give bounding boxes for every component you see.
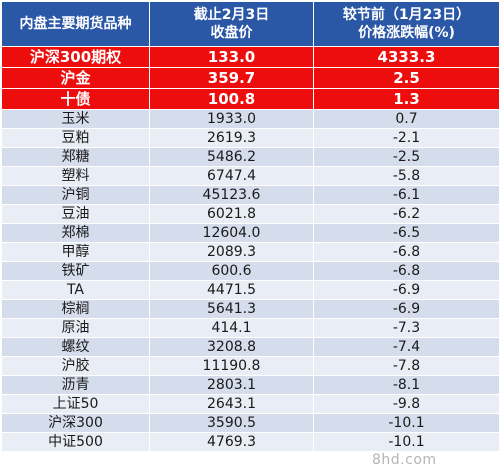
table-row: 沪胶 11190.8 -7.8 <box>1 356 500 376</box>
cell-change: 4333.3 <box>313 46 500 68</box>
cell-change: -5.8 <box>313 166 500 186</box>
cell-name: 郑糖 <box>1 147 150 167</box>
cell-name: 郑棉 <box>1 223 150 243</box>
highlight-row: 十债 100.8 1.3 <box>1 88 500 110</box>
cell-price: 3208.8 <box>149 337 314 357</box>
table-row: 沥青 2803.1 -8.1 <box>1 375 500 395</box>
cell-change: -9.8 <box>313 394 500 414</box>
cell-change: -7.4 <box>313 337 500 357</box>
cell-change: -6.8 <box>313 261 500 281</box>
highlight-row: 沪深300期权 133.0 4333.3 <box>1 46 500 68</box>
futures-price-table: 内盘主要期货品种 截止2月3日 收盘价 较节前（1月23日） 价格涨跌幅(%) 沪深… <box>1 1 500 452</box>
cell-price: 5486.2 <box>149 147 314 167</box>
cell-name: 沪胶 <box>1 356 150 376</box>
cell-change: -6.5 <box>313 223 500 243</box>
table-row: 玉米 1933.0 0.7 <box>1 109 500 129</box>
cell-change: -10.1 <box>313 432 500 452</box>
cell-name: 玉米 <box>1 109 150 129</box>
cell-name: 沪金 <box>1 67 150 89</box>
header-price-change: 较节前（1月23日） 价格涨跌幅(%) <box>313 1 500 47</box>
cell-change: -2.1 <box>313 128 500 148</box>
table-row: 棕榈 5641.3 -6.9 <box>1 299 500 319</box>
cell-price: 6747.4 <box>149 166 314 186</box>
cell-price: 133.0 <box>149 46 314 68</box>
cell-price: 2619.3 <box>149 128 314 148</box>
cell-name: 沪铜 <box>1 185 150 205</box>
table-header-row: 内盘主要期货品种 截止2月3日 收盘价 较节前（1月23日） 价格涨跌幅(%) <box>1 1 500 47</box>
cell-change: -7.3 <box>313 318 500 338</box>
cell-name: 豆粕 <box>1 128 150 148</box>
cell-name: 沪深300 <box>1 413 150 433</box>
cell-name: 十债 <box>1 88 150 110</box>
cell-change: 2.5 <box>313 67 500 89</box>
cell-change: -8.1 <box>313 375 500 395</box>
cell-change: -6.9 <box>313 280 500 300</box>
highlight-row: 沪金 359.7 2.5 <box>1 67 500 89</box>
table-row: 郑棉 12604.0 -6.5 <box>1 223 500 243</box>
cell-name: 上证50 <box>1 394 150 414</box>
table-row: 沪铜 45123.6 -6.1 <box>1 185 500 205</box>
cell-name: 沪深300期权 <box>1 46 150 68</box>
cell-change: 0.7 <box>313 109 500 129</box>
table-row: TA 4471.5 -6.9 <box>1 280 500 300</box>
cell-name: 沥青 <box>1 375 150 395</box>
cell-change: 1.3 <box>313 88 500 110</box>
cell-price: 4769.3 <box>149 432 314 452</box>
table-row: 上证50 2643.1 -9.8 <box>1 394 500 414</box>
header-commodity: 内盘主要期货品种 <box>1 1 150 47</box>
table-row: 螺纹 3208.8 -7.4 <box>1 337 500 357</box>
cell-name: 塑料 <box>1 166 150 186</box>
cell-price: 45123.6 <box>149 185 314 205</box>
cell-price: 2643.1 <box>149 394 314 414</box>
cell-name: TA <box>1 280 150 300</box>
cell-name: 螺纹 <box>1 337 150 357</box>
cell-name: 中证500 <box>1 432 150 452</box>
table-row: 塑料 6747.4 -5.8 <box>1 166 500 186</box>
cell-price: 11190.8 <box>149 356 314 376</box>
table-row: 原油 414.1 -7.3 <box>1 318 500 338</box>
table-row: 沪深300 3590.5 -10.1 <box>1 413 500 433</box>
cell-price: 3590.5 <box>149 413 314 433</box>
table-row: 豆粕 2619.3 -2.1 <box>1 128 500 148</box>
table-row: 豆油 6021.8 -6.2 <box>1 204 500 224</box>
cell-price: 600.6 <box>149 261 314 281</box>
cell-price: 5641.3 <box>149 299 314 319</box>
table-row: 铁矿 600.6 -6.8 <box>1 261 500 281</box>
cell-change: -2.5 <box>313 147 500 167</box>
watermark: 8hd.com <box>372 452 437 468</box>
cell-name: 棕榈 <box>1 299 150 319</box>
table-row: 郑糖 5486.2 -2.5 <box>1 147 500 167</box>
cell-price: 2803.1 <box>149 375 314 395</box>
cell-price: 100.8 <box>149 88 314 110</box>
cell-name: 豆油 <box>1 204 150 224</box>
cell-change: -10.1 <box>313 413 500 433</box>
cell-change: -6.9 <box>313 299 500 319</box>
cell-name: 原油 <box>1 318 150 338</box>
cell-change: -6.1 <box>313 185 500 205</box>
cell-change: -6.2 <box>313 204 500 224</box>
table-row: 中证500 4769.3 -10.1 <box>1 432 500 452</box>
cell-change: -6.8 <box>313 242 500 262</box>
cell-price: 1933.0 <box>149 109 314 129</box>
header-close-price: 截止2月3日 收盘价 <box>149 1 314 47</box>
cell-price: 359.7 <box>149 67 314 89</box>
cell-change: -7.8 <box>313 356 500 376</box>
cell-price: 414.1 <box>149 318 314 338</box>
cell-name: 甲醇 <box>1 242 150 262</box>
table-row: 甲醇 2089.3 -6.8 <box>1 242 500 262</box>
cell-price: 12604.0 <box>149 223 314 243</box>
cell-price: 6021.8 <box>149 204 314 224</box>
cell-name: 铁矿 <box>1 261 150 281</box>
cell-price: 2089.3 <box>149 242 314 262</box>
cell-price: 4471.5 <box>149 280 314 300</box>
